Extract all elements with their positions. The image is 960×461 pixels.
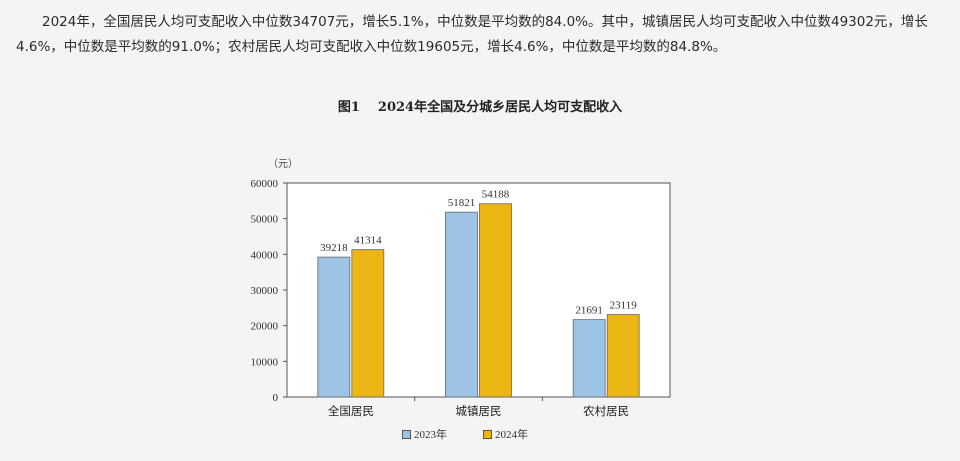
bar-2024年-全国居民 xyxy=(351,249,385,398)
y-tick-label: 10000 xyxy=(251,356,279,368)
y-tick-label: 20000 xyxy=(251,321,279,333)
data-label: 54188 xyxy=(482,189,510,201)
legend-item-2024: 2024年 xyxy=(483,426,528,442)
y-tick-label: 30000 xyxy=(251,285,279,297)
x-tick-label: 全国居民 xyxy=(328,404,374,418)
plot-area xyxy=(286,182,671,398)
figure-title-text: 2024年全国及分城乡居民人均可支配收入 xyxy=(377,100,623,115)
y-tick-label: 50000 xyxy=(251,214,279,226)
bar-2024年-农村居民 xyxy=(606,314,640,398)
y-axis-unit-label: （元） xyxy=(268,158,298,170)
x-tick-label: 城镇居民 xyxy=(456,404,502,418)
data-label: 41314 xyxy=(354,235,382,247)
legend-item-2023: 2023年 xyxy=(402,426,447,442)
bar-2023年-农村居民 xyxy=(572,319,606,398)
legend-swatch-2024 xyxy=(483,429,492,439)
data-label: 21691 xyxy=(575,305,603,317)
x-tick-label: 农村居民 xyxy=(583,404,629,418)
y-tick-label: 60000 xyxy=(251,178,279,190)
data-label: 39218 xyxy=(320,242,348,254)
legend-swatch-2023 xyxy=(402,429,411,439)
figure-title: 图1 2024年全国及分城乡居民人均可支配收入 xyxy=(0,96,960,115)
y-tick-label: 40000 xyxy=(251,249,279,261)
y-tick-label: 0 xyxy=(273,392,279,404)
chart-legend: 2023年 2024年 xyxy=(402,426,528,442)
bar-2023年-全国居民 xyxy=(317,256,351,398)
legend-label-2023: 2023年 xyxy=(414,429,447,441)
bar-2024年-城镇居民 xyxy=(479,203,512,398)
bar-2023年-城镇居民 xyxy=(445,211,478,398)
data-label: 23119 xyxy=(610,300,638,312)
data-label: 51821 xyxy=(448,197,476,209)
legend-label-2024: 2024年 xyxy=(495,429,528,441)
summary-paragraph: 2024年，全国居民人均可支配收入中位数34707元，增长5.1%，中位数是平均… xyxy=(16,14,928,55)
figure-number: 图1 xyxy=(337,100,360,115)
